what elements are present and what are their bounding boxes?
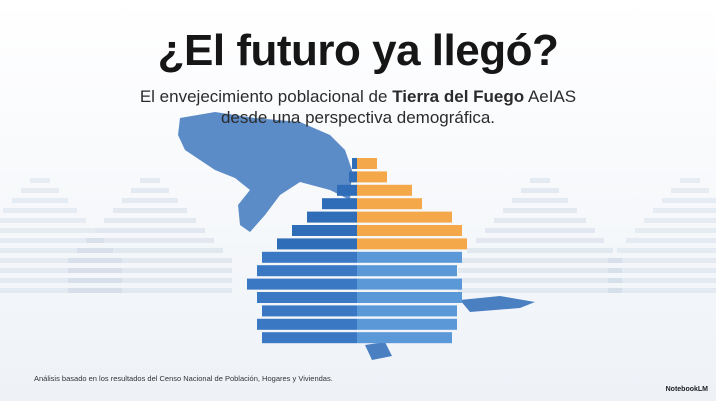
pyramid-bar-left	[349, 171, 357, 183]
side-bar	[680, 178, 700, 183]
population-pyramid	[247, 158, 467, 344]
side-bar	[12, 198, 68, 203]
side-bar	[30, 178, 50, 183]
side-bar	[458, 288, 622, 293]
pyramid-bar-right	[357, 278, 462, 290]
pyramid-bar-right	[357, 305, 457, 317]
side-bar	[68, 288, 232, 293]
side-bar	[467, 248, 613, 253]
map-silhouette	[178, 112, 352, 232]
pyramid-bar-right	[357, 292, 462, 303]
pyramid-bar-left	[292, 225, 357, 236]
side-bar	[86, 238, 214, 243]
side-bar	[671, 188, 709, 193]
pyramid-bar-left	[262, 251, 357, 263]
side-bar	[617, 248, 716, 253]
pyramid-bar-left	[257, 265, 357, 277]
side-bar	[140, 178, 160, 183]
side-bar	[458, 258, 622, 263]
side-bar	[113, 208, 187, 213]
side-bar	[503, 208, 577, 213]
footer-note: Análisis basado en los resultados del Ce…	[34, 374, 333, 383]
side-bar	[104, 218, 196, 223]
pyramid-bar-right	[357, 238, 467, 250]
subtitle-text: El envejecimiento poblacional de	[139, 87, 388, 106]
title: ¿El futuro ya llegó?	[157, 26, 559, 75]
pyramid-bar-left	[247, 278, 357, 290]
subtitle-line: desde una perspectiva demográfica.	[220, 108, 496, 127]
side-bar	[0, 268, 122, 273]
pyramid-bar-left	[337, 184, 357, 196]
pyramid-bar-right	[357, 332, 452, 344]
side-bar	[512, 198, 568, 203]
side-bar	[3, 208, 77, 213]
side-bar	[653, 208, 716, 213]
side-bar	[131, 188, 169, 193]
side-bar	[68, 268, 232, 273]
pyramid-bar-left	[262, 305, 357, 317]
side-bar	[0, 248, 113, 253]
map-island	[365, 342, 392, 360]
pyramid-bar-right	[357, 158, 377, 169]
side-bar	[122, 198, 178, 203]
side-bar	[458, 268, 622, 273]
pyramid-bar-left	[277, 238, 357, 250]
pyramid-bar-right	[357, 265, 457, 277]
pyramid-bar-left	[307, 211, 357, 223]
side-bar	[608, 268, 716, 273]
pyramid-bar-right	[357, 251, 462, 263]
side-bar	[521, 188, 559, 193]
side-bar	[68, 278, 232, 283]
side-bar	[662, 198, 716, 203]
side-bar	[458, 278, 622, 283]
map-island	[460, 296, 535, 312]
side-bar	[476, 238, 604, 243]
side-bar	[635, 228, 716, 233]
pyramid-bar-right	[357, 184, 412, 196]
side-decor	[0, 178, 716, 293]
brand: NotebookLM	[665, 386, 708, 393]
side-bar	[68, 258, 232, 263]
side-bar	[0, 218, 86, 223]
side-bar	[626, 238, 716, 243]
pyramid-bar-left	[257, 292, 357, 303]
side-bar	[608, 278, 716, 283]
pyramid-bar-right	[357, 318, 457, 330]
pyramid-bar-right	[357, 225, 462, 236]
side-bar	[644, 218, 716, 223]
side-bar	[0, 228, 95, 233]
side-bar	[95, 228, 205, 233]
side-bar	[485, 228, 595, 233]
side-bar	[21, 188, 59, 193]
side-bar	[77, 248, 223, 253]
side-bar	[0, 288, 122, 293]
pyramid-bar-right	[357, 198, 422, 210]
side-bar	[608, 288, 716, 293]
side-bar	[0, 278, 122, 283]
pyramid-bar-left	[352, 158, 357, 169]
subtitle: El envejecimiento poblacional de Tierra …	[0, 87, 716, 107]
pyramid-bar-left	[257, 318, 357, 330]
side-bar	[530, 178, 550, 183]
subtitle-text: AeIAS	[527, 87, 577, 106]
side-bar	[608, 258, 716, 263]
pyramid-bar-left	[322, 198, 357, 210]
subtitle-highlight: Tierra del Fuego	[392, 87, 525, 106]
pyramid-bar-left	[262, 332, 357, 344]
pyramid-bar-right	[357, 171, 387, 183]
side-bar	[0, 258, 122, 263]
pyramid-bar-right	[357, 211, 452, 223]
side-bar	[494, 218, 586, 223]
side-bar	[0, 238, 104, 243]
